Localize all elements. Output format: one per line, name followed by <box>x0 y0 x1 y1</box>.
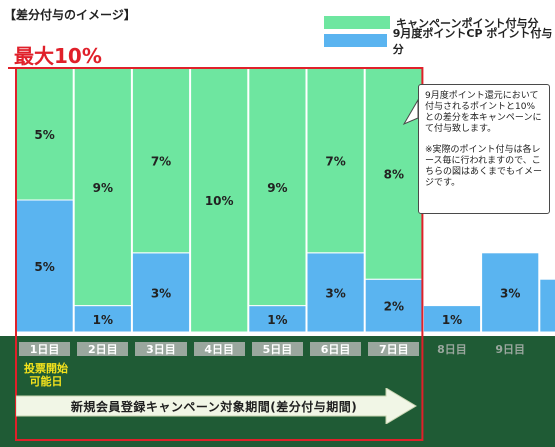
legend-label-base: 9月度ポイントCP ポイント付与分 <box>392 26 553 56</box>
bar-base-5 <box>248 305 307 333</box>
day-label-7: 7日目 <box>368 342 420 356</box>
bar-base-1 <box>15 199 74 333</box>
vote-start-label: 投票開始 可能日 <box>24 362 68 388</box>
bar-campaign-4 <box>190 67 249 333</box>
value-label-base-7: 2% <box>384 300 404 314</box>
value-label-campaign-4: 10% <box>205 194 234 208</box>
value-label-campaign-2: 9% <box>93 181 113 195</box>
bar-campaign-2 <box>73 67 132 307</box>
day-label-3: 3日目 <box>135 342 187 356</box>
bar-campaign-3 <box>131 67 191 254</box>
legend-swatch-campaign <box>324 16 390 29</box>
bar-campaign-6 <box>306 67 365 254</box>
bar-base-2 <box>73 305 132 333</box>
page-title: 【差分付与のイメージ】 <box>4 8 136 22</box>
period-arrow <box>16 388 417 424</box>
value-label-base-9: 3% <box>500 286 520 300</box>
bar-base-8 <box>422 305 482 333</box>
value-label-base-8: 1% <box>442 313 462 327</box>
day-label-9: 9日目 <box>495 343 526 356</box>
max-label: 最大10% <box>14 44 102 68</box>
legend-base: 9月度ポイントCP ポイント付与分 <box>324 27 555 56</box>
bar-base-9 <box>481 252 540 333</box>
day-label-4: 4日目 <box>193 342 245 356</box>
period-label: 新規会員登録キャンペーン対象期間(差分付与期間) <box>70 400 358 414</box>
value-label-base-3: 3% <box>151 286 171 300</box>
value-label-campaign-6: 7% <box>325 154 345 168</box>
bar-campaign-5 <box>248 67 307 307</box>
legend-swatch-base <box>324 34 387 47</box>
note-box: 9月度ポイント還元において付与されるポイントと10%との差分を本キャンペーンにて… <box>418 84 550 214</box>
day-label-2: 2日目 <box>77 342 129 356</box>
legend-label-campaign: キャンペーンポイント付与分 <box>396 16 539 30</box>
day-label-5: 5日目 <box>251 342 303 356</box>
value-label-base-2: 1% <box>93 313 113 327</box>
period-arrow-shape <box>16 388 417 424</box>
note-paragraph-2: ※実際のポイント付与は各レース毎に行われますので、こちらの図はあくまでもイメージ… <box>425 145 543 188</box>
value-label-base-1: 5% <box>34 260 54 274</box>
value-label-campaign-7: 8% <box>384 168 404 182</box>
value-label-base-6: 3% <box>325 286 345 300</box>
value-label-campaign-1: 5% <box>34 128 54 142</box>
max-rate-frame <box>15 67 424 441</box>
day-label-8: 8日目 <box>437 343 467 356</box>
bar-base-6 <box>306 252 365 333</box>
note-paragraph-1: 9月度ポイント還元において付与されるポイントと10%との差分を本キャンペーンにて… <box>425 91 542 134</box>
day-label-1: 1日目 <box>19 342 71 356</box>
value-label-base-5: 1% <box>267 313 287 327</box>
bar-base-3 <box>131 252 191 333</box>
day-label-6: 6日目 <box>310 342 362 356</box>
value-label-campaign-3: 7% <box>151 154 171 168</box>
value-label-campaign-5: 9% <box>267 181 287 195</box>
legend-campaign: キャンペーンポイント付与分 <box>324 16 539 30</box>
bar-base-7 <box>364 278 423 333</box>
bar-base-10 <box>539 278 555 333</box>
